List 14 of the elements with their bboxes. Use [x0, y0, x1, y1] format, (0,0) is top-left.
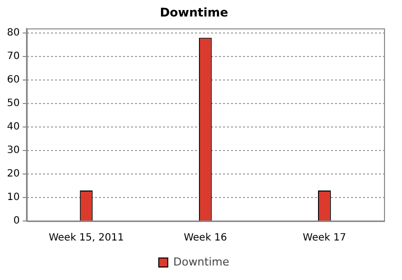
y-tick-label: 50 — [6, 98, 20, 110]
x-tick-label: Week 15, 2011 — [48, 232, 124, 244]
chart-title: Downtime — [160, 5, 228, 20]
y-tick-label: 20 — [6, 168, 20, 180]
y-tick-label: 40 — [6, 122, 20, 133]
x-tick-label: Week 17 — [302, 232, 346, 244]
y-tick-label: 10 — [6, 192, 20, 204]
legend-label: Downtime — [173, 255, 230, 268]
y-tick-label: 0 — [13, 216, 20, 227]
y-tick-label: 80 — [6, 28, 20, 39]
y-tick-label: 30 — [6, 145, 20, 156]
y-tick-label: 60 — [6, 74, 20, 86]
x-tick-label: Week 16 — [184, 232, 228, 244]
y-tick-label: 70 — [6, 51, 20, 62]
